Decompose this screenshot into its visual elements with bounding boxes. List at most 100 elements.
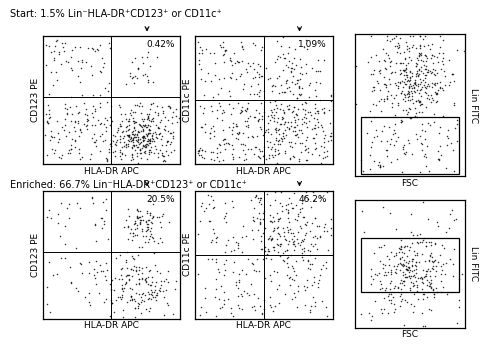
Point: [397, 246, 405, 252]
Point: [213, 116, 221, 121]
Point: [400, 142, 407, 148]
Point: [57, 156, 65, 161]
Point: [416, 87, 424, 93]
Point: [290, 265, 298, 271]
Point: [430, 287, 438, 293]
Point: [224, 102, 232, 107]
Point: [210, 197, 218, 203]
Point: [284, 227, 292, 233]
Point: [448, 71, 456, 77]
Point: [122, 300, 130, 305]
Point: [402, 107, 410, 113]
Point: [130, 137, 138, 143]
Point: [432, 99, 440, 105]
Point: [276, 215, 283, 221]
Point: [424, 269, 432, 274]
Point: [44, 120, 52, 126]
Point: [141, 135, 149, 140]
Point: [125, 132, 133, 138]
Point: [364, 130, 372, 136]
Point: [125, 276, 133, 282]
Point: [264, 113, 272, 119]
Point: [386, 39, 394, 44]
Point: [403, 91, 411, 97]
Point: [301, 111, 309, 117]
Point: [402, 66, 410, 72]
Point: [302, 37, 310, 43]
Point: [155, 287, 163, 293]
Point: [82, 112, 90, 118]
Point: [151, 283, 159, 289]
Point: [248, 305, 256, 310]
Point: [152, 292, 160, 298]
Point: [431, 81, 439, 86]
Point: [146, 138, 154, 144]
Point: [402, 55, 409, 61]
Point: [89, 114, 97, 120]
Point: [82, 122, 90, 127]
Point: [128, 156, 136, 162]
Point: [320, 149, 328, 155]
Point: [398, 243, 406, 249]
Point: [300, 114, 308, 120]
Point: [398, 107, 406, 113]
Point: [384, 87, 392, 93]
Point: [238, 148, 246, 153]
Point: [147, 287, 155, 292]
Point: [257, 47, 265, 53]
Point: [406, 78, 413, 84]
Point: [431, 240, 439, 246]
Point: [222, 140, 230, 146]
Point: [91, 106, 99, 112]
Point: [253, 91, 261, 97]
Point: [300, 221, 308, 227]
Point: [254, 94, 262, 99]
Point: [407, 57, 415, 63]
Point: [372, 102, 380, 108]
Point: [402, 72, 410, 77]
Point: [232, 123, 240, 129]
Point: [298, 72, 306, 77]
Point: [408, 262, 416, 268]
Point: [237, 40, 245, 45]
Point: [255, 146, 263, 152]
Point: [172, 113, 180, 119]
Point: [421, 258, 429, 264]
Point: [280, 109, 288, 114]
Point: [394, 102, 402, 108]
Point: [322, 265, 330, 271]
Point: [121, 111, 129, 117]
Point: [212, 276, 220, 282]
Point: [152, 134, 160, 140]
Point: [228, 62, 236, 68]
Point: [42, 118, 50, 124]
Point: [143, 228, 151, 233]
Point: [256, 220, 264, 226]
Point: [311, 255, 319, 261]
Point: [418, 239, 426, 244]
Point: [290, 268, 298, 274]
Point: [76, 127, 84, 133]
Point: [98, 215, 106, 221]
Text: 0.42%: 0.42%: [146, 40, 174, 49]
Point: [149, 100, 157, 106]
Point: [252, 144, 260, 150]
Point: [429, 263, 437, 269]
Point: [293, 95, 301, 100]
Point: [45, 259, 53, 265]
Point: [397, 237, 405, 242]
Point: [71, 118, 79, 124]
Point: [143, 224, 151, 229]
Point: [104, 89, 112, 94]
Point: [298, 85, 306, 91]
Point: [43, 214, 51, 220]
Point: [140, 60, 147, 66]
Point: [219, 44, 227, 50]
Point: [440, 271, 448, 276]
Point: [405, 140, 413, 146]
Point: [418, 36, 426, 42]
Point: [276, 141, 284, 147]
Point: [149, 79, 157, 85]
Point: [64, 202, 72, 207]
Point: [127, 266, 135, 272]
